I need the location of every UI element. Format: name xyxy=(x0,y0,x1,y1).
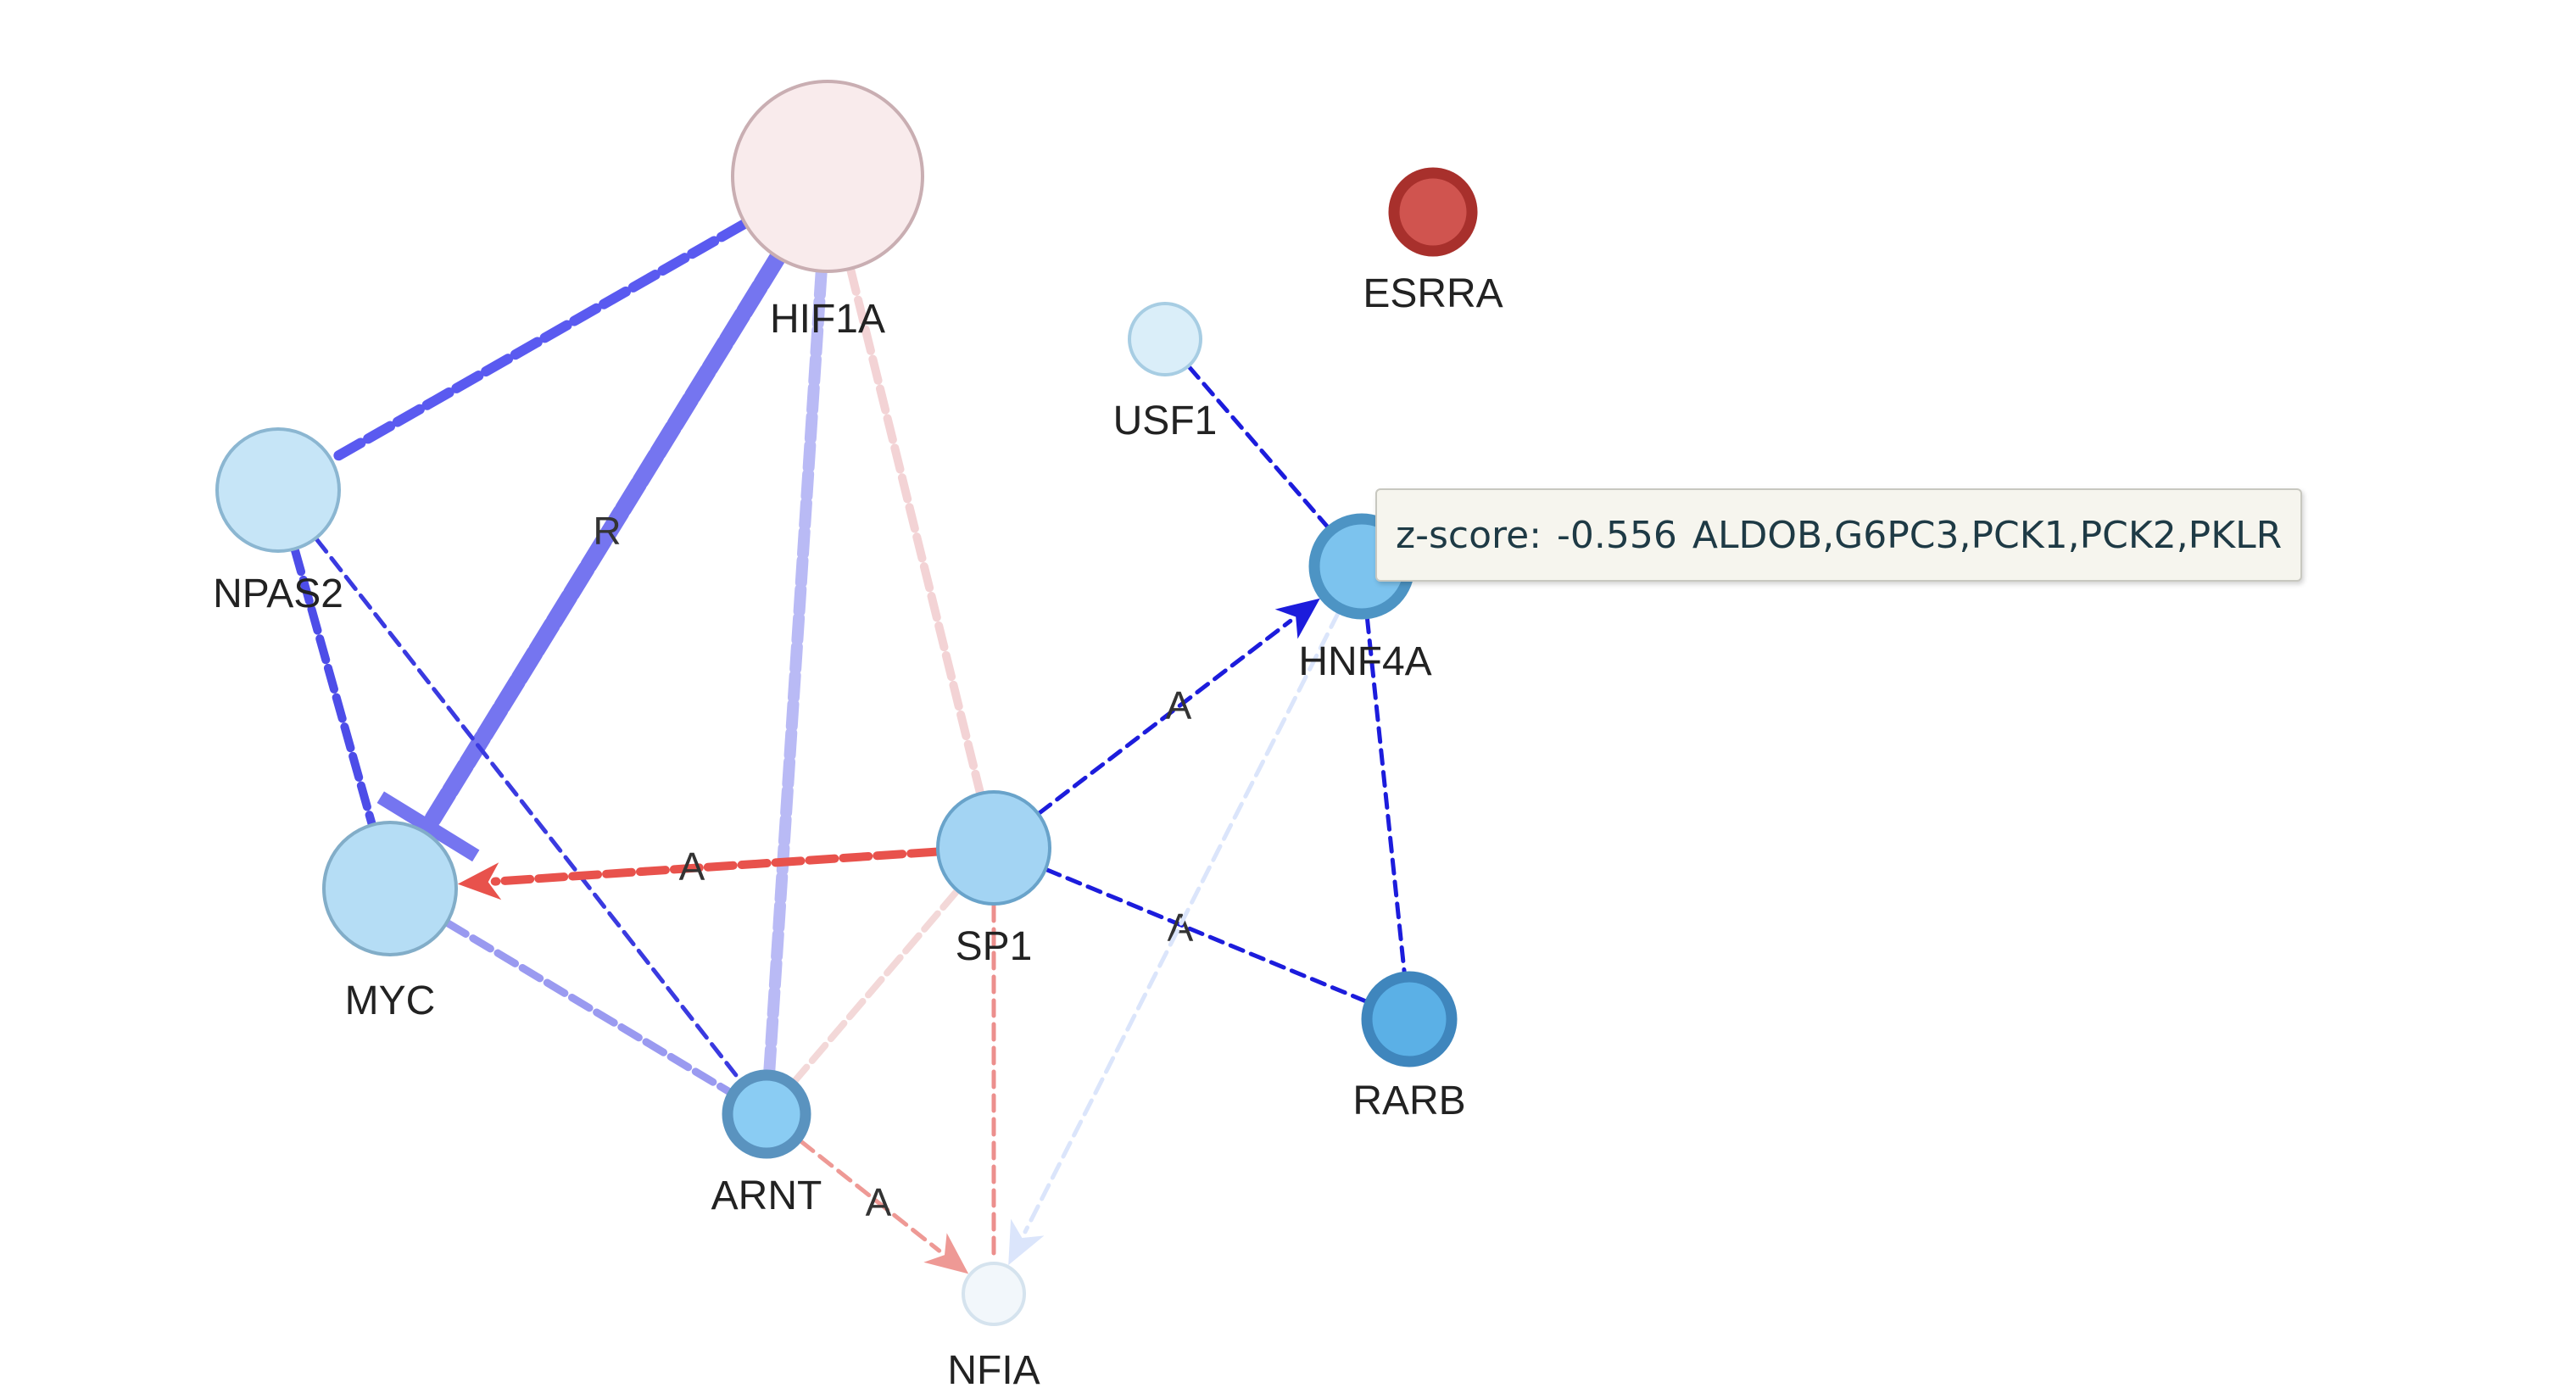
edge-line xyxy=(444,919,733,1095)
tooltip-key: z-score: xyxy=(1396,513,1542,557)
edge-line xyxy=(327,219,750,465)
edge-sp1-arnt[interactable] xyxy=(791,888,960,1084)
node-label: ESRRA xyxy=(1363,271,1503,316)
edge-line xyxy=(315,537,742,1082)
node-nfia[interactable]: NFIA xyxy=(947,1262,1040,1393)
edge-npas2-arnt[interactable] xyxy=(315,537,742,1082)
edge-line xyxy=(1364,616,1407,974)
edge-line xyxy=(291,546,376,828)
edge-line xyxy=(1045,867,1368,1004)
node-circle xyxy=(962,1262,1026,1326)
edge-arnt-nfia[interactable]: A xyxy=(799,1139,969,1274)
node-circle xyxy=(1388,167,1478,257)
edge-line xyxy=(1187,365,1330,529)
node-label: HNF4A xyxy=(1298,639,1431,684)
node-npas2[interactable]: NPAS2 xyxy=(213,427,343,616)
edge-label: A xyxy=(1166,683,1192,727)
node-myc[interactable]: MYC xyxy=(322,821,458,1023)
edge-sp1-rarb[interactable]: A xyxy=(1045,867,1368,1004)
node-circle xyxy=(215,427,341,553)
nodes-layer: HIF1A ESRRA USF1 NPAS2 HNF4A MYC SP1 RARB ARNT NF… xyxy=(213,80,1503,1393)
edge-npas2-myc[interactable] xyxy=(291,546,376,828)
edge-line xyxy=(763,266,828,1077)
node-circle xyxy=(1361,971,1458,1067)
edge-usf1-hnf4a[interactable] xyxy=(1187,365,1330,529)
edge-line xyxy=(791,888,960,1084)
node-circle xyxy=(322,821,458,956)
activation-arrowhead xyxy=(923,1233,969,1274)
edge-hnf4a-nfia[interactable] xyxy=(1008,610,1341,1266)
node-circle xyxy=(731,80,924,273)
edge-sp1-hnf4a[interactable]: A xyxy=(1037,598,1320,816)
node-label: NPAS2 xyxy=(213,571,343,616)
node-label: RARB xyxy=(1352,1079,1465,1123)
edge-label: R xyxy=(593,509,621,553)
edge-myc-arnt[interactable] xyxy=(444,919,733,1095)
node-label: USF1 xyxy=(1113,399,1218,443)
node-label: ARNT xyxy=(711,1173,822,1218)
node-label: MYC xyxy=(345,978,436,1023)
node-rarb[interactable]: RARB xyxy=(1352,971,1466,1123)
edge-hif1a-myc[interactable]: R xyxy=(376,250,786,862)
node-usf1[interactable]: USF1 xyxy=(1113,302,1218,443)
node-sp1[interactable]: SP1 xyxy=(936,790,1051,969)
node-hif1a[interactable]: HIF1A xyxy=(731,80,924,342)
edges-layer: R A A A A xyxy=(291,219,1407,1274)
activation-arrowhead xyxy=(457,862,502,900)
node-label: SP1 xyxy=(956,924,1033,969)
edge-label: A xyxy=(866,1180,892,1224)
edge-hif1a-sp1[interactable] xyxy=(846,265,984,796)
node-circle xyxy=(936,790,1051,906)
edge-line xyxy=(1037,618,1293,816)
edge-line xyxy=(799,1139,942,1253)
node-circle xyxy=(1128,302,1202,376)
edge-line xyxy=(1023,610,1341,1235)
node-arnt[interactable]: ARNT xyxy=(711,1069,822,1218)
node-label: NFIA xyxy=(947,1348,1040,1393)
edge-label: A xyxy=(679,844,705,889)
node-esrra[interactable]: ESRRA xyxy=(1363,167,1503,316)
node-circle xyxy=(722,1069,811,1159)
edge-hif1a-npas2[interactable] xyxy=(327,219,750,465)
edge-hif1a-arnt[interactable] xyxy=(763,266,828,1077)
activation-arrowhead xyxy=(1274,598,1320,639)
edge-line xyxy=(490,847,941,886)
edge-line xyxy=(416,250,786,839)
inhibition-bar xyxy=(376,791,480,862)
activation-arrowhead xyxy=(1008,1218,1045,1266)
edge-line xyxy=(846,265,984,796)
edge-sp1-myc[interactable]: A xyxy=(457,844,941,900)
node-label: HIF1A xyxy=(770,297,885,342)
tooltip-genes: ALDOB,G6PC3,PCK1,PCK2,PKLR xyxy=(1692,513,2283,557)
tooltip-value: -0.556 xyxy=(1557,513,1677,557)
edge-hnf4a-rarb[interactable] xyxy=(1364,616,1407,974)
node-tooltip: z-score: -0.556 ALDOB,G6PC3,PCK1,PCK2,PK… xyxy=(1375,488,2303,582)
